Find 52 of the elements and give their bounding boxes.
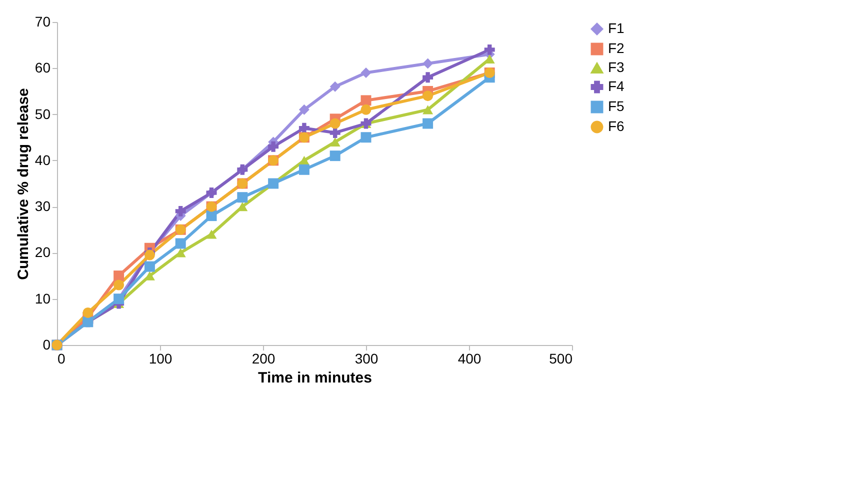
point: [360, 104, 372, 115]
x-tick-label: 200: [252, 350, 276, 366]
point: [484, 44, 495, 55]
y-tick-label: 50: [34, 106, 51, 122]
point: [330, 150, 340, 162]
point: [360, 132, 372, 143]
point: [237, 192, 248, 203]
point: [114, 280, 124, 290]
point: [360, 95, 372, 106]
point: [298, 122, 310, 134]
point: [422, 118, 434, 129]
point: [330, 128, 340, 138]
x-tick-label: 0: [58, 350, 66, 366]
point: [206, 230, 217, 239]
point: [330, 118, 340, 129]
point: [175, 238, 186, 249]
legend-label: F4: [608, 78, 625, 94]
point: [330, 81, 340, 92]
legend-label: F3: [608, 59, 625, 75]
point: [422, 90, 434, 102]
point: [422, 105, 434, 114]
legend-label: F1: [608, 20, 625, 36]
legend-label: F2: [608, 40, 625, 56]
legend-label: F6: [608, 118, 625, 134]
y-tick-label: 0: [42, 336, 51, 352]
y-tick-label: 10: [34, 290, 51, 306]
point: [82, 307, 94, 318]
point: [268, 141, 279, 152]
point: [175, 206, 186, 216]
y-tick-label: 30: [34, 198, 51, 214]
point: [175, 248, 186, 258]
legend-label: F5: [608, 98, 625, 114]
y-axis-title: Cumulative % drug release: [14, 88, 32, 280]
point: [330, 137, 340, 147]
point: [360, 68, 372, 78]
point: [422, 72, 434, 83]
point: [206, 210, 217, 222]
x-tick-label: 100: [148, 350, 172, 366]
y-tick-label: 20: [34, 244, 51, 260]
point: [144, 250, 155, 260]
point: [422, 58, 434, 69]
x-axis-title: Time in minutes: [258, 370, 372, 386]
point: [144, 261, 155, 272]
x-tick-label: 300: [354, 350, 378, 366]
y-tick-label: 60: [34, 60, 51, 76]
point: [298, 104, 310, 115]
x-tick-label: 500: [549, 350, 573, 366]
point: [114, 270, 124, 282]
y-tick-label: 40: [34, 152, 51, 168]
y-tick-label: 70: [34, 14, 51, 30]
x-tick-label: 400: [458, 350, 482, 366]
point: [298, 164, 310, 175]
